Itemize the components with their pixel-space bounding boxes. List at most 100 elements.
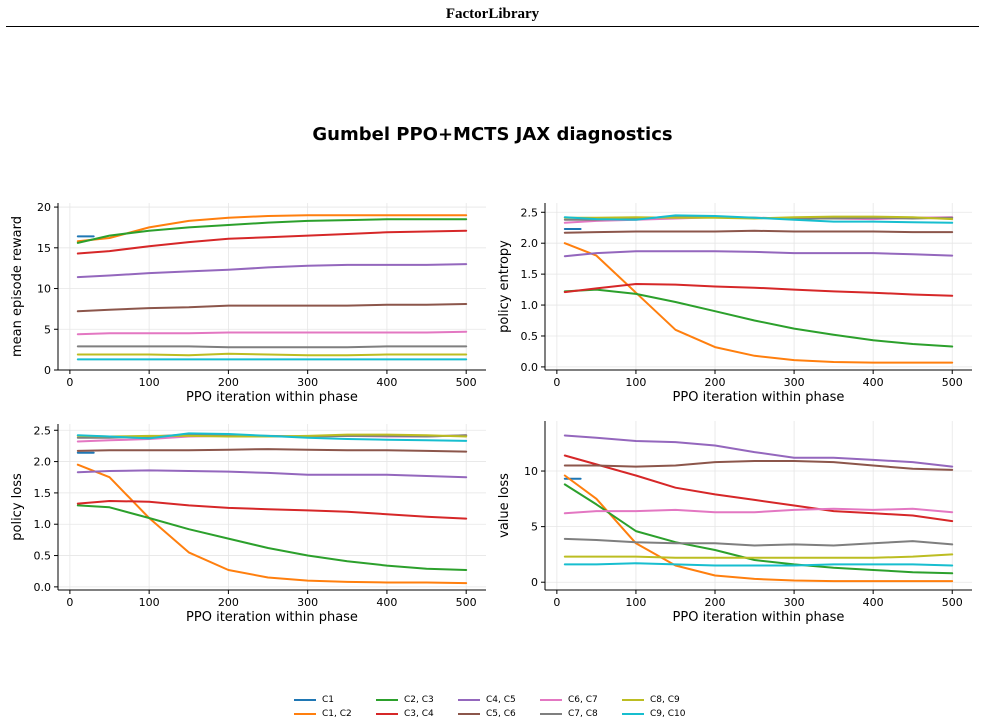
y-axis-label: policy entropy [497, 240, 512, 333]
chart-mean-episode-reward: 0 100 200 300 400 500 0 5 10 15 20 PPO iteration wi… [10, 201, 486, 405]
legend-item: C1 [294, 693, 334, 707]
y-tick-label: 0 [531, 576, 538, 589]
x-tick-label: 200 [705, 376, 726, 389]
y-tick-label: 1.5 [34, 487, 52, 500]
legend-label: C7, C8 [568, 709, 598, 719]
series-line-c1-c2 [563, 242, 954, 364]
series-line-c8-c9 [563, 553, 954, 559]
x-tick-label: 200 [705, 596, 726, 609]
x-tick-label: 0 [66, 376, 73, 389]
y-tick-label: 1.0 [521, 299, 539, 312]
legend-swatch [458, 713, 480, 715]
chart-policy-loss: 0 100 200 300 400 500 0.0 0.5 1.0 1.5 2.0 2.5 PPO it… [10, 424, 486, 625]
legend-swatch [458, 699, 480, 701]
series-line-c1-c2 [563, 474, 954, 583]
legend-swatch [294, 713, 316, 715]
series-line-c2-c3 [563, 288, 954, 348]
x-tick-label: 400 [863, 376, 884, 389]
legend-label: C8, C9 [650, 695, 680, 705]
x-tick-label: 200 [218, 376, 239, 389]
x-tick-label: 400 [376, 596, 397, 609]
y-tick-label: 15 [37, 242, 51, 255]
x-tick-label: 300 [297, 376, 318, 389]
y-tick-label: 5 [531, 521, 538, 534]
y-tick-label: 1.0 [34, 518, 52, 531]
series-line-c9-c10 [563, 562, 954, 567]
y-tick-label: 2.0 [521, 237, 539, 250]
y-axis-label: value loss [497, 473, 512, 538]
x-axis-label: PPO iteration within phase [673, 610, 845, 625]
legend-label: C1 [322, 695, 335, 705]
legend-item: C2, C3 [376, 693, 434, 707]
series-line-c4-c5 [76, 469, 468, 479]
x-tick-label: 300 [297, 596, 318, 609]
legend-item: C1, C2 [294, 707, 352, 721]
x-tick-label: 100 [625, 596, 646, 609]
x-tick-label: 0 [553, 596, 560, 609]
x-tick-label: 500 [456, 376, 477, 389]
x-tick-label: 0 [66, 596, 73, 609]
series-line-c3-c4 [563, 454, 954, 523]
y-tick-label: 20 [37, 201, 51, 214]
series-line-c4-c5 [76, 263, 468, 279]
x-axis-label: PPO iteration within phase [673, 390, 845, 405]
legend-swatch [622, 713, 644, 715]
x-tick-label: 500 [942, 596, 963, 609]
header-rule [6, 26, 979, 27]
legend-item: C3, C4 [376, 707, 434, 721]
y-tick-label: 2.0 [34, 456, 52, 469]
series-line-c3-c4 [563, 283, 954, 297]
series-line-c9-c10 [563, 214, 954, 224]
series-line-c2-c3 [76, 504, 468, 571]
y-tick-label: 1.5 [521, 268, 539, 281]
y-tick-label: 0.0 [34, 581, 52, 594]
legend-label: C2, C3 [404, 695, 434, 705]
legend-item: C8, C9 [622, 693, 680, 707]
series-line-c7-c8 [76, 345, 468, 349]
legend-label: C3, C4 [404, 709, 434, 719]
y-axis-label: policy loss [10, 473, 25, 541]
y-tick-label: 0.5 [34, 550, 52, 563]
legend-swatch [540, 699, 562, 701]
y-tick-label: 10 [524, 465, 538, 478]
series-line-c6-c7 [76, 330, 468, 336]
y-tick-label: 0 [44, 364, 51, 377]
x-tick-label: 400 [863, 596, 884, 609]
chart-value-loss: 0 100 200 300 400 500 0 5 10 PPO iteration within… [497, 421, 972, 625]
series-line-c1-c2 [76, 214, 468, 243]
series-line-c7-c8 [563, 537, 954, 547]
y-tick-label: 2.5 [34, 424, 52, 437]
legend-label: C6, C7 [568, 695, 598, 705]
y-tick-label: 0.0 [521, 361, 539, 374]
x-tick-label: 400 [376, 376, 397, 389]
series-line-c4-c5 [563, 434, 954, 468]
legend-swatch [376, 699, 398, 701]
y-tick-label: 5 [44, 323, 51, 336]
legend-item: C5, C6 [458, 707, 516, 721]
y-axis-label: mean episode reward [10, 216, 25, 357]
series-line-c8-c9 [76, 352, 468, 357]
y-tick-label: 10 [37, 283, 51, 296]
series-line-c3-c4 [76, 229, 468, 255]
series-line-c2-c3 [76, 218, 468, 244]
x-tick-label: 0 [553, 376, 560, 389]
x-tick-label: 500 [456, 596, 477, 609]
legend-swatch [540, 713, 562, 715]
series-line-c1-c2 [76, 463, 468, 585]
x-tick-label: 100 [139, 596, 160, 609]
series-line-c5-c6 [563, 460, 954, 471]
legend-item: C6, C7 [540, 693, 598, 707]
series-line-c4-c5 [563, 250, 954, 258]
x-axis-label: PPO iteration within phase [186, 390, 358, 405]
legend-swatch [376, 713, 398, 715]
x-tick-label: 500 [942, 376, 963, 389]
series-line-c2-c3 [563, 483, 954, 575]
legend-label: C9, C10 [650, 709, 686, 719]
x-tick-label: 200 [218, 596, 239, 609]
x-tick-label: 100 [139, 376, 160, 389]
series-line-c5-c6 [76, 303, 468, 313]
running-header-title: FactorLibrary [445, 6, 540, 22]
legend-label: C5, C6 [486, 709, 516, 719]
series-line-c6-c7 [563, 507, 954, 515]
figure-title: Gumbel PPO+MCTS JAX diagnostics [312, 124, 673, 145]
